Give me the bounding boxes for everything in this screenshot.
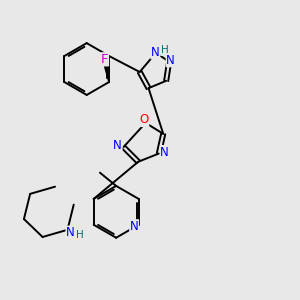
Text: N: N — [66, 226, 75, 239]
Text: N: N — [166, 54, 175, 67]
Text: H: H — [161, 46, 169, 56]
Text: N: N — [151, 46, 160, 59]
Text: N: N — [113, 139, 122, 152]
Text: O: O — [140, 113, 149, 127]
Text: F: F — [101, 53, 109, 66]
Text: H: H — [76, 230, 84, 240]
Text: N: N — [160, 146, 169, 159]
Text: N: N — [130, 220, 139, 233]
